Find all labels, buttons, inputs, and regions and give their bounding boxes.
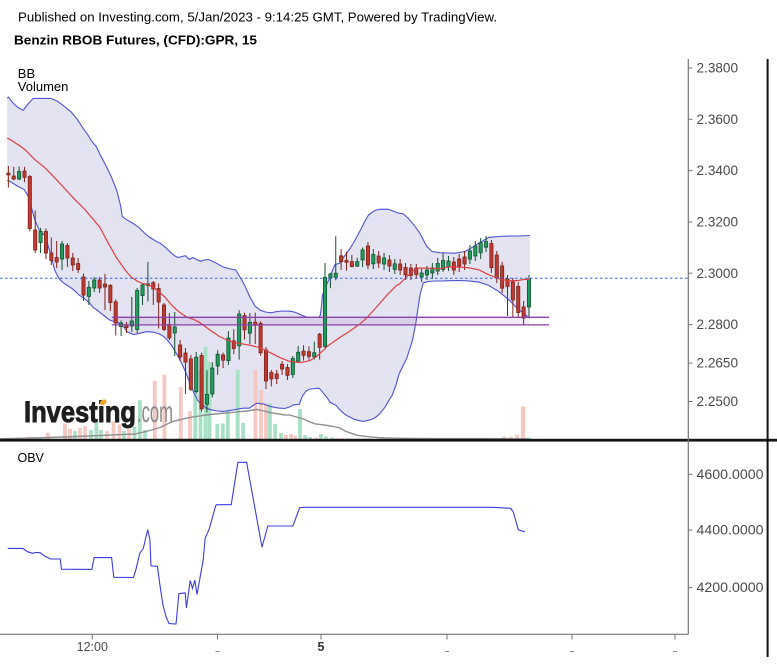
svg-text:12:00: 12:00	[77, 640, 108, 654]
svg-text:4400.0000: 4400.0000	[697, 523, 764, 538]
svg-text:Benzin RBOB Futures, (CFD):GPR: Benzin RBOB Futures, (CFD):GPR, 15	[14, 33, 257, 48]
svg-text:Published on Investing.com, 5/: Published on Investing.com, 5/Jan/2023 -…	[18, 10, 497, 25]
svg-text:2.3800: 2.3800	[697, 61, 739, 76]
svg-text:5: 5	[318, 640, 325, 654]
svg-text:.com: .com	[137, 396, 173, 429]
svg-text:2.3200: 2.3200	[697, 215, 739, 230]
svg-text:OBV: OBV	[18, 451, 45, 465]
svg-text:2.3000: 2.3000	[697, 266, 739, 281]
svg-text:2.2800: 2.2800	[697, 317, 739, 332]
svg-text:2.3600: 2.3600	[697, 112, 739, 127]
svg-text:2.2650: 2.2650	[697, 356, 739, 371]
svg-text:4200.0000: 4200.0000	[697, 580, 764, 595]
svg-text:BB: BB	[18, 66, 35, 81]
svg-text:Investing: Investing	[24, 396, 136, 429]
svg-text:4600.0000: 4600.0000	[697, 467, 764, 482]
svg-text:2.3400: 2.3400	[697, 163, 739, 178]
svg-text:2.2500: 2.2500	[697, 394, 739, 409]
svg-text:Volumen: Volumen	[18, 79, 69, 94]
